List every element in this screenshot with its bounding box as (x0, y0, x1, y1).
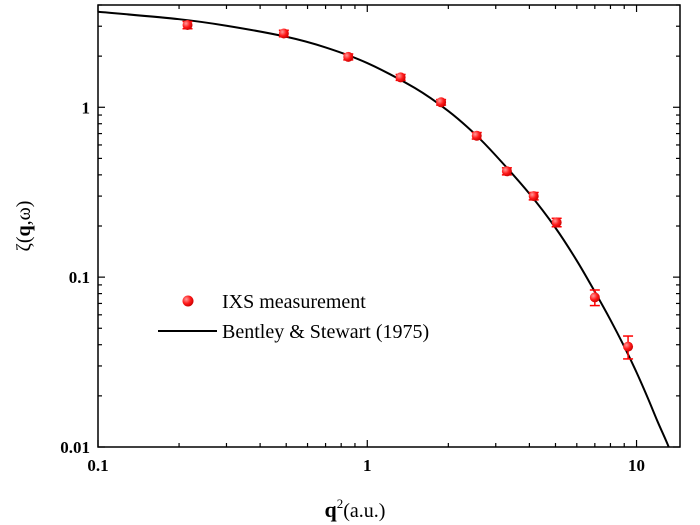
y-axis-title-prefix: ζ( (13, 236, 35, 251)
data-point (551, 217, 562, 228)
y-axis-title: ζ(q,ω) (13, 201, 35, 252)
y-tick-label: 1 (82, 98, 91, 117)
x-tick-label: 1 (363, 456, 372, 475)
legend-label-bentley-stewart: Bentley & Stewart (1975) (222, 321, 429, 343)
x-tick-label: 10 (628, 456, 645, 475)
y-axis-ticks (98, 4, 680, 448)
data-point (501, 166, 512, 177)
data-point (395, 72, 406, 83)
data-points (182, 20, 634, 352)
data-point (471, 130, 482, 141)
x-tick-label: 0.1 (87, 456, 108, 475)
data-point (343, 51, 354, 62)
y-axis-title-suffix: ,ω) (13, 201, 35, 226)
x-axis-title-symbol: q (325, 497, 338, 522)
data-point (182, 20, 193, 31)
x-axis-title-unit: (a.u.) (343, 500, 385, 522)
y-axis-title-bold: q (13, 225, 35, 236)
plot-frame (97, 4, 681, 448)
data-point (278, 28, 289, 39)
y-axis-tick-labels: 0.01 0.1 1 (60, 98, 90, 457)
x-axis-title: q2(a.u.) (325, 496, 386, 522)
data-point (436, 97, 447, 108)
y-tick-label: 0.01 (60, 438, 90, 457)
legend: IXS measurement Bentley & Stewart (1975) (158, 291, 429, 343)
legend-marker-ixs (182, 295, 194, 307)
y-tick-label: 0.1 (69, 268, 90, 287)
series-line-bentley-stewart (98, 10, 670, 447)
x-axis-ticks (97, 5, 638, 447)
data-point (528, 191, 539, 202)
data-point (589, 292, 600, 303)
legend-label-ixs: IXS measurement (222, 291, 366, 313)
x-axis-title-superscript: 2 (337, 496, 344, 511)
data-point (623, 341, 634, 352)
x-axis-tick-labels: 0.1 1 10 (87, 456, 645, 475)
